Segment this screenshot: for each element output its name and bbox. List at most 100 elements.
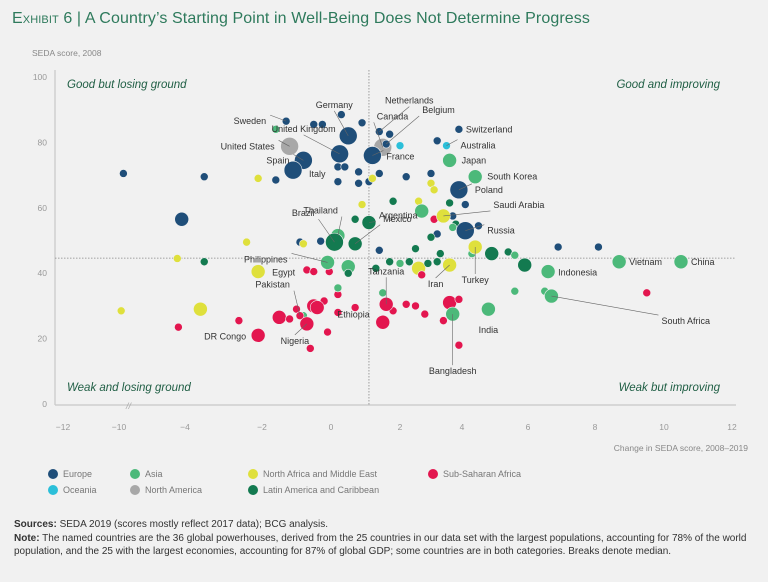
point-label: South Korea bbox=[487, 172, 537, 182]
x-tick-label: 6 bbox=[526, 422, 531, 432]
data-point bbox=[271, 310, 287, 325]
point-label: China bbox=[691, 257, 715, 267]
data-point bbox=[354, 178, 363, 188]
x-tick-label: −12 bbox=[56, 422, 71, 432]
leader-line bbox=[270, 114, 287, 122]
point-label: India bbox=[479, 325, 499, 335]
point-label: Netherlands bbox=[385, 96, 434, 106]
leader-line bbox=[293, 154, 304, 161]
point-label: Sweden bbox=[234, 116, 267, 126]
point-indonesia bbox=[540, 264, 556, 279]
data-point bbox=[305, 344, 315, 353]
data-point bbox=[242, 237, 251, 247]
data-point bbox=[337, 110, 346, 119]
data-point bbox=[193, 301, 208, 317]
point-vietnam bbox=[611, 254, 627, 270]
y-axis-label: SEDA score, 2008 bbox=[32, 48, 102, 58]
data-point bbox=[271, 175, 281, 185]
data-point bbox=[432, 136, 442, 146]
data-point bbox=[271, 125, 281, 134]
leader-line bbox=[551, 295, 659, 316]
footnote: Sources: SEDA 2019 (scores mostly reflec… bbox=[14, 518, 754, 559]
point-switzerland bbox=[454, 125, 464, 134]
data-point bbox=[385, 257, 394, 267]
data-point bbox=[411, 244, 420, 253]
data-point bbox=[385, 129, 394, 139]
point-label: Thailand bbox=[303, 206, 338, 216]
leader-line bbox=[446, 139, 458, 146]
point-label: Egypt bbox=[272, 268, 296, 278]
data-point bbox=[404, 257, 414, 267]
x-tick-label: −4 bbox=[180, 422, 190, 432]
y-tick-label: 60 bbox=[38, 203, 48, 213]
data-point bbox=[553, 242, 563, 252]
leader-line bbox=[458, 183, 473, 191]
point-label: Brazil bbox=[292, 208, 315, 218]
data-point bbox=[411, 301, 420, 311]
point-label: DR Congo bbox=[204, 331, 246, 341]
data-point bbox=[484, 246, 500, 261]
data-point bbox=[454, 295, 464, 304]
point-label: Bangladesh bbox=[429, 366, 477, 376]
point-label: Australia bbox=[461, 141, 496, 151]
leader-line bbox=[293, 290, 301, 316]
data-point bbox=[594, 242, 603, 252]
point-egypt bbox=[250, 264, 266, 279]
data-point bbox=[642, 288, 652, 298]
point-label: Vietnam bbox=[629, 257, 662, 267]
note-label: Note: bbox=[14, 532, 40, 544]
legend-label: Sub-Saharan Africa bbox=[443, 469, 522, 479]
legend-label: Asia bbox=[145, 469, 163, 479]
legend-label: Oceania bbox=[63, 485, 97, 495]
data-point bbox=[116, 306, 126, 316]
leader-line bbox=[291, 253, 328, 263]
sources-label: Sources: bbox=[14, 519, 57, 530]
legend-label: North America bbox=[145, 485, 203, 495]
data-point bbox=[429, 185, 439, 195]
data-point bbox=[374, 169, 384, 178]
data-point bbox=[426, 232, 436, 242]
leader-line bbox=[386, 115, 420, 145]
data-point bbox=[423, 259, 433, 268]
point-label: Saudi Arabia bbox=[493, 200, 544, 210]
data-point bbox=[439, 316, 448, 325]
point-label: Argentina bbox=[379, 211, 418, 221]
point-label: United States bbox=[221, 141, 276, 151]
point-ethiopia bbox=[309, 300, 325, 315]
data-point bbox=[333, 308, 343, 317]
point-label: Tanzania bbox=[368, 266, 404, 276]
data-point bbox=[343, 268, 353, 278]
point-italy bbox=[283, 160, 303, 180]
data-point bbox=[378, 288, 388, 298]
point-label: United Kingdom bbox=[272, 124, 336, 134]
x-tick-label: 2 bbox=[398, 422, 403, 432]
x-tick-label: 8 bbox=[593, 422, 598, 432]
x-tick-label: 4 bbox=[460, 422, 465, 432]
point-label: Pakistan bbox=[255, 280, 290, 290]
data-point bbox=[354, 167, 363, 177]
legend-item-north-america: North America bbox=[130, 485, 202, 495]
legend-item-asia: Asia bbox=[130, 469, 163, 479]
point-label: Canada bbox=[377, 111, 409, 121]
scatter-chart: // 0 20 40 60 80 100 −12 −10 −4 −2 0 2 4 6 8 10 12 Good bu… bbox=[33, 70, 737, 432]
data-point bbox=[285, 314, 294, 324]
legend-swatch bbox=[248, 469, 258, 479]
legend-swatch bbox=[428, 469, 438, 479]
x-tick-label: 10 bbox=[659, 422, 669, 432]
data-point bbox=[395, 259, 405, 268]
point-label: Spain bbox=[266, 155, 289, 165]
data-point bbox=[350, 214, 360, 224]
data-point bbox=[323, 327, 332, 337]
legend-item-europe: Europe bbox=[48, 469, 92, 479]
point-label: Ethiopia bbox=[337, 310, 370, 320]
data-point bbox=[510, 286, 520, 296]
data-point bbox=[309, 120, 319, 129]
point-label: Iran bbox=[428, 279, 444, 289]
legend-swatch bbox=[48, 469, 58, 479]
leader-line bbox=[333, 110, 349, 137]
data-point bbox=[401, 172, 411, 182]
quadrant-label-top-left: Good but losing ground bbox=[67, 79, 187, 91]
data-point bbox=[333, 177, 343, 186]
title-separator: | bbox=[76, 10, 82, 27]
data-point bbox=[474, 221, 483, 231]
